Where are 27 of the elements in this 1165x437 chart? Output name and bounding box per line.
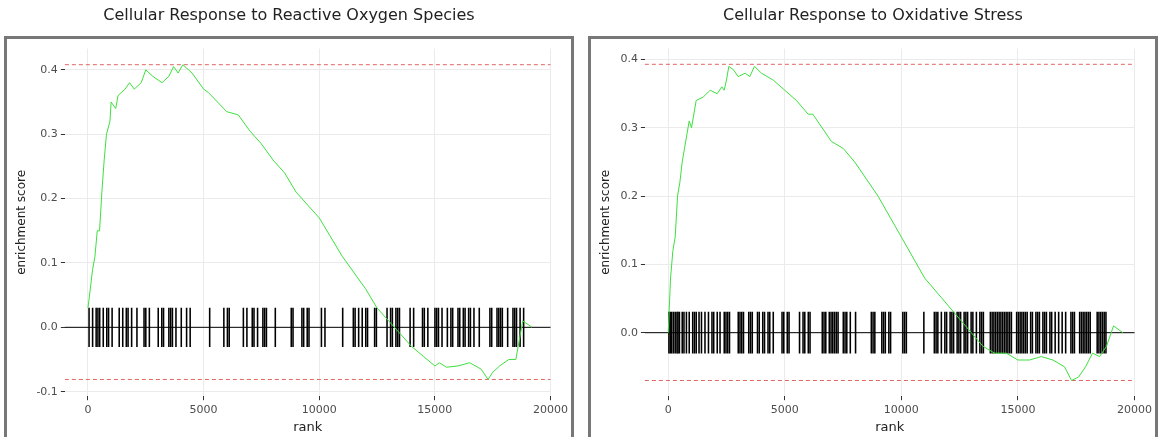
x-tick-label: 5000 — [189, 402, 218, 416]
y-tick-label: -0.1 — [36, 384, 58, 398]
x-tick-label: 10000 — [301, 402, 337, 416]
x-tick-label: 0 — [84, 402, 92, 416]
x-tick-label: 20000 — [1117, 402, 1152, 416]
x-tick-label: 15000 — [417, 402, 453, 416]
y-tick-label: 0.0 — [620, 325, 638, 339]
x-tick-label: 20000 — [533, 402, 568, 416]
x-axis-title: rank — [875, 418, 905, 434]
y-tick-label: 0.1 — [620, 257, 638, 271]
x-axis-title: rank — [293, 418, 323, 434]
y-tick-label: 0.0 — [40, 320, 58, 334]
y-tick-label: 0.2 — [620, 188, 638, 202]
y-tick-label: 0.1 — [40, 255, 58, 269]
y-tick-label: 0.2 — [40, 191, 58, 205]
x-tick-label: 5000 — [770, 402, 799, 416]
x-tick-label: 0 — [664, 402, 672, 416]
chart-title: Cellular Response to Oxidative Stress — [722, 4, 1024, 26]
x-tick-label: 10000 — [883, 402, 919, 416]
y-tick-label: 0.3 — [620, 120, 638, 134]
chart-title: Cellular Response to Reactive Oxygen Species — [102, 4, 476, 26]
x-tick-label: 15000 — [1000, 402, 1036, 416]
y-axis-title: enrichment score — [14, 169, 29, 275]
y-tick-label: 0.4 — [620, 52, 638, 66]
y-tick-label: 0.4 — [40, 62, 58, 76]
y-tick-label: 0.3 — [40, 127, 58, 141]
y-axis-title: enrichment score — [598, 169, 613, 275]
